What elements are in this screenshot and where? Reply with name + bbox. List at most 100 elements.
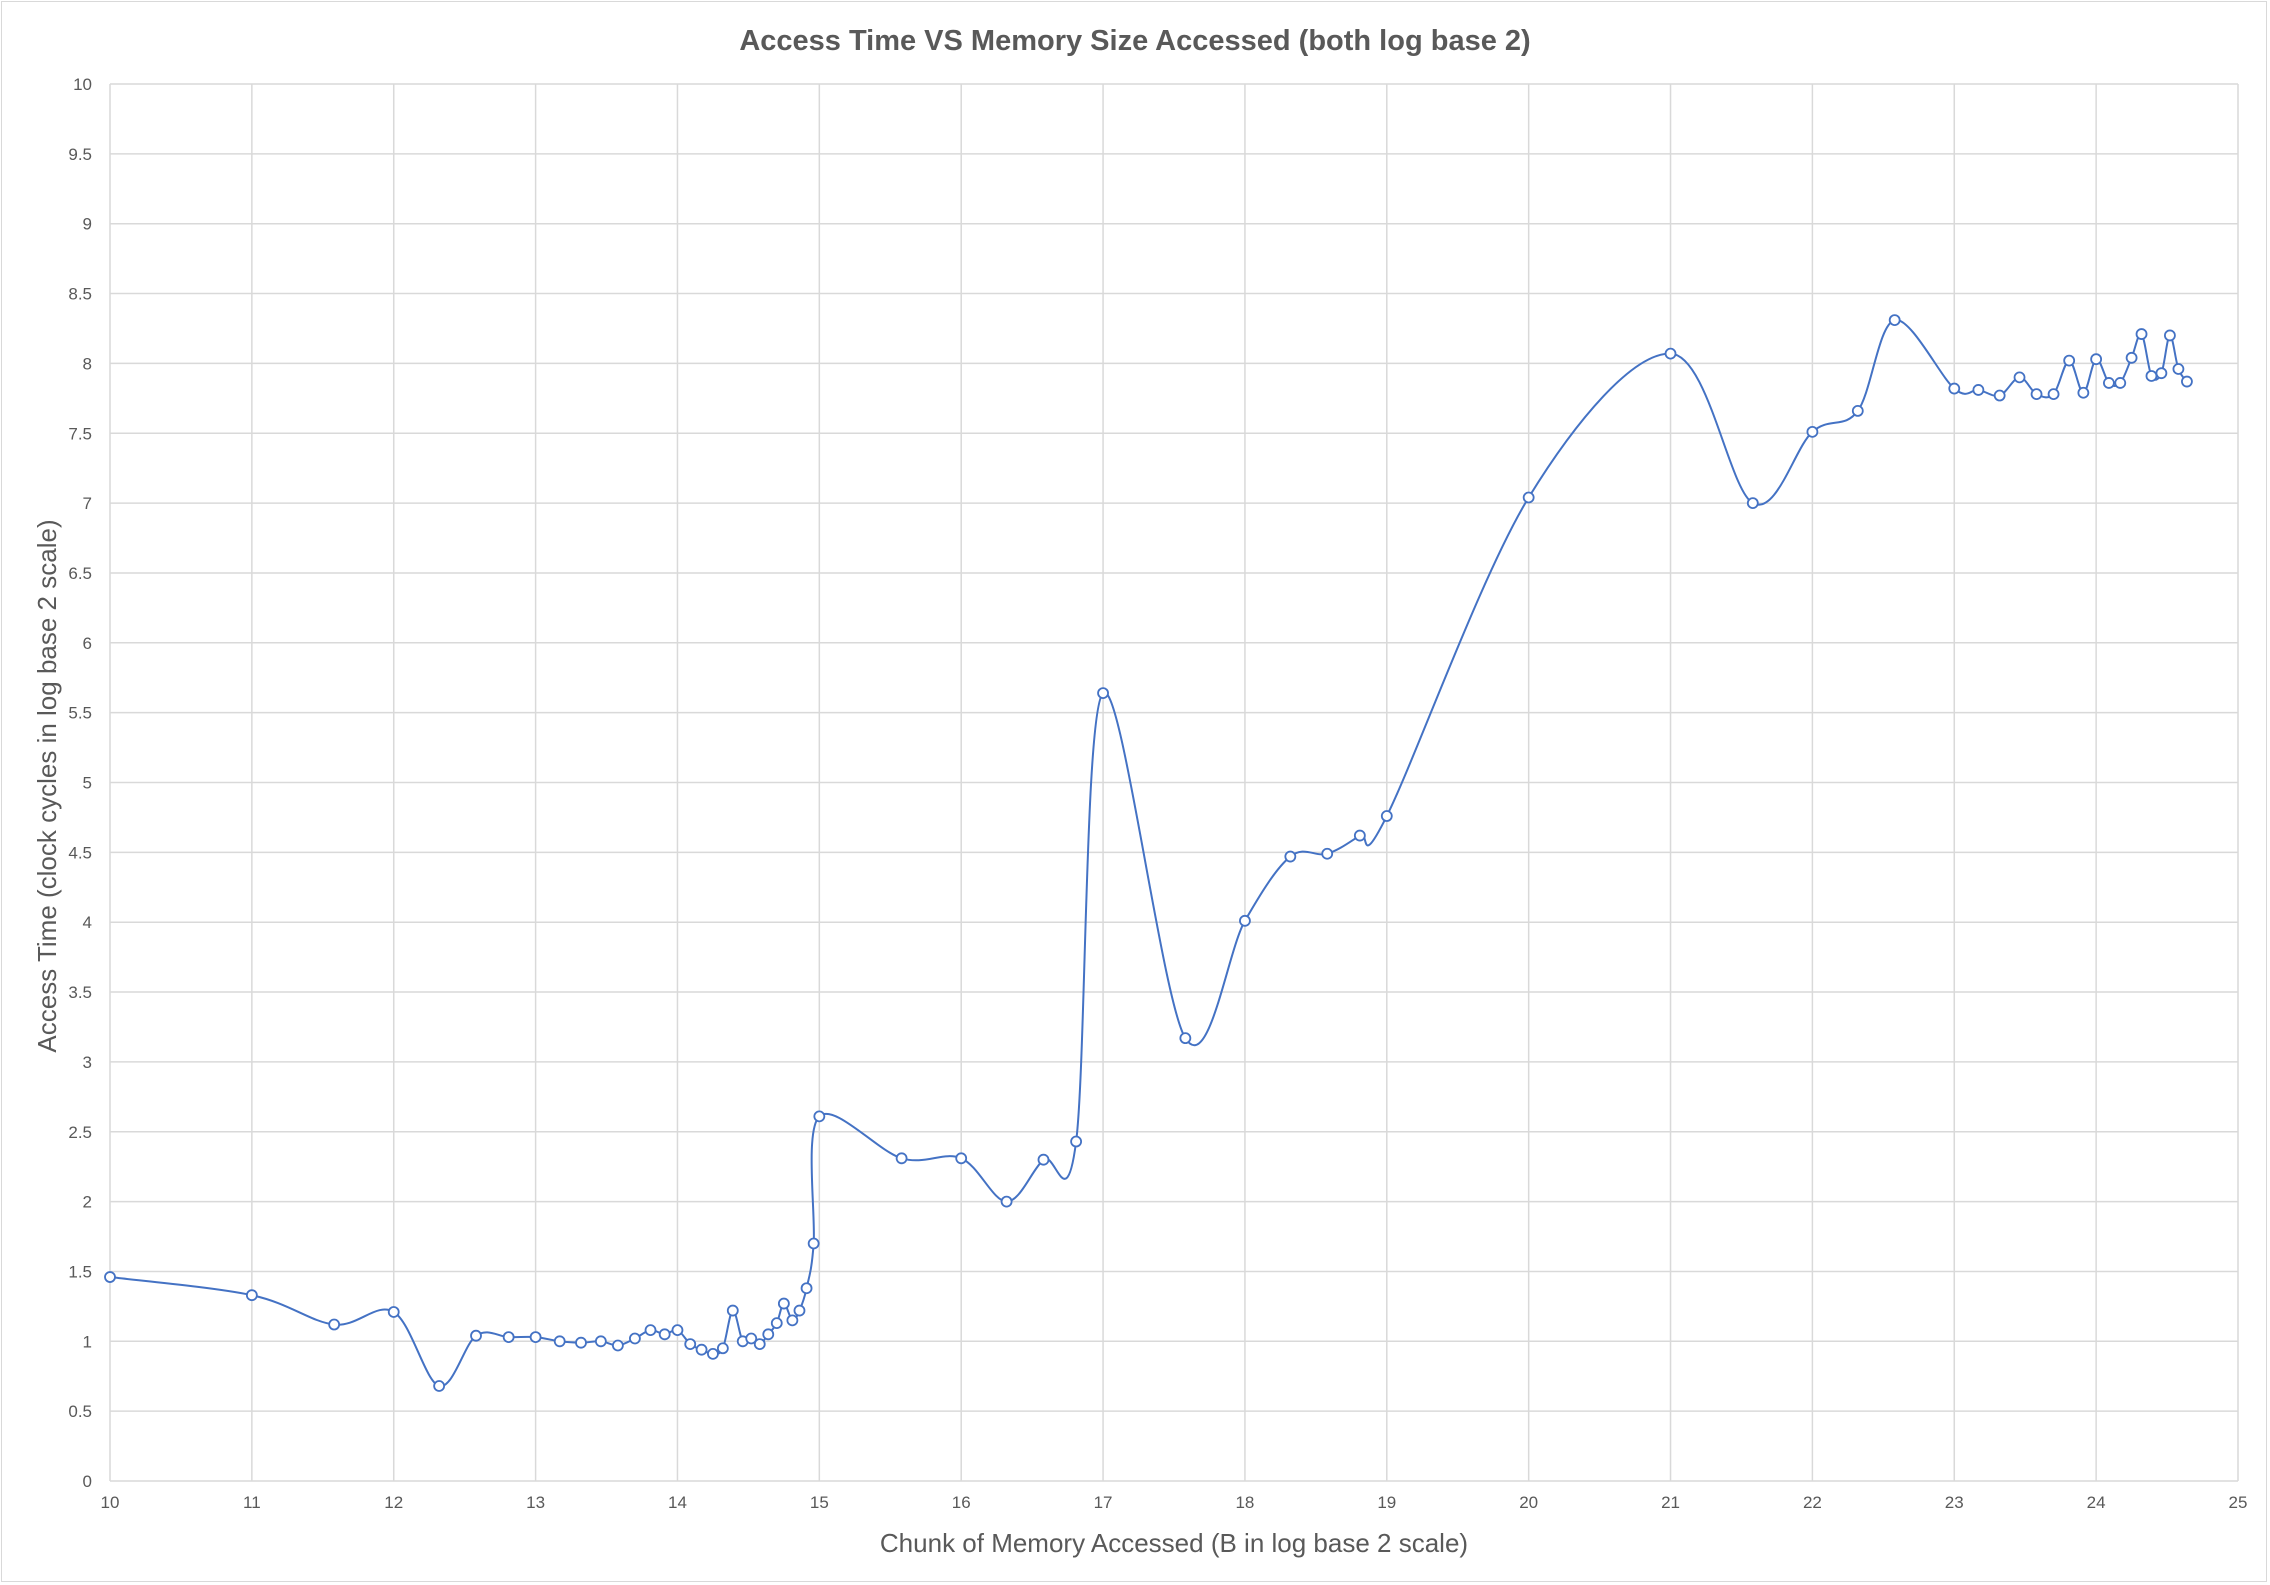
data-point [895, 1152, 908, 1165]
data-point [777, 1297, 790, 1310]
data-point [1806, 425, 1819, 438]
data-point [1851, 404, 1864, 417]
data-point [1522, 491, 1535, 504]
data-point [1948, 382, 1961, 395]
x-tick-label: 22 [1803, 1493, 1822, 1512]
data-point [1239, 914, 1251, 927]
x-tick-label: 17 [1094, 1493, 1113, 1512]
y-tick-label: 3.5 [68, 983, 92, 1002]
data-point [2164, 329, 2176, 342]
data-point [611, 1339, 624, 1352]
data-point [807, 1237, 820, 1250]
x-tick-label: 25 [2229, 1493, 2248, 1512]
data-point [2135, 328, 2148, 340]
y-tick-label: 2 [83, 1193, 92, 1212]
data-point [671, 1324, 684, 1337]
data-point [575, 1336, 587, 1349]
y-tick-label: 5.5 [68, 704, 92, 723]
y-tick-label: 8.5 [68, 285, 92, 304]
y-axis-title: Access Time (clock cycles in log base 2 … [32, 519, 62, 1052]
data-point [433, 1380, 446, 1392]
data-point [1321, 847, 1334, 860]
data-point [762, 1328, 775, 1341]
data-point [1380, 810, 1393, 822]
data-point [684, 1338, 697, 1350]
y-tick-label: 7.5 [68, 424, 92, 443]
data-point [629, 1332, 641, 1345]
data-point [813, 1110, 826, 1123]
gridlines [109, 83, 2239, 1482]
data-point [2172, 363, 2185, 375]
data-point [2125, 351, 2138, 364]
y-tick-label: 3 [83, 1053, 92, 1072]
x-tick-label: 10 [101, 1493, 120, 1512]
data-point [553, 1335, 566, 1348]
data-point [2155, 367, 2168, 380]
data-point [800, 1282, 813, 1295]
data-point [2030, 388, 2043, 401]
data-point [770, 1317, 783, 1330]
data-point [2090, 353, 2103, 366]
data-point [502, 1331, 515, 1344]
data-point [470, 1329, 482, 1342]
data-point [2114, 377, 2127, 389]
x-tick-label: 15 [810, 1493, 829, 1512]
data-point [658, 1328, 671, 1341]
data-point [695, 1343, 708, 1356]
series-layer [104, 314, 2193, 1392]
data-point [387, 1306, 400, 1318]
data-point [745, 1332, 758, 1345]
x-tick-label: 24 [2087, 1493, 2106, 1512]
y-tick-label: 0 [83, 1472, 92, 1491]
data-point [1664, 347, 1677, 360]
data-point [1972, 384, 1985, 396]
data-point [793, 1304, 806, 1317]
x-tick-label: 20 [1519, 1493, 1538, 1512]
data-point [753, 1338, 766, 1350]
data-point [594, 1335, 607, 1348]
data-point [1993, 389, 2006, 402]
data-point [726, 1304, 739, 1317]
data-point [955, 1152, 968, 1165]
y-tick-label: 2.5 [68, 1123, 92, 1142]
data-point [1179, 1032, 1192, 1045]
y-tick-label: 1 [83, 1332, 92, 1351]
y-tick-label: 9.5 [68, 145, 92, 164]
y-tick-label: 0.5 [68, 1402, 92, 1421]
data-point [1070, 1135, 1083, 1148]
data-point [2047, 388, 2060, 401]
x-axis-title: Chunk of Memory Accessed (B in log base … [880, 1528, 1468, 1558]
data-point [328, 1318, 341, 1331]
y-tick-label: 1.5 [68, 1262, 92, 1281]
x-tick-labels: 10 11 12 13 14 15 16 17 18 19 20 21 22 23 24 25 [101, 1493, 2248, 1512]
data-point [529, 1331, 542, 1344]
data-point [1097, 687, 1109, 699]
data-point [1000, 1195, 1013, 1208]
y-tick-label: 6.5 [68, 564, 92, 583]
data-point [2013, 371, 2026, 384]
y-tick-label: 10 [73, 75, 92, 94]
y-tick-label: 7 [83, 494, 92, 513]
data-point [1353, 829, 1366, 842]
data-point [1037, 1153, 1050, 1166]
data-point [716, 1342, 729, 1355]
x-tick-label: 21 [1661, 1493, 1680, 1512]
y-tick-label: 4.5 [68, 843, 92, 862]
data-point [707, 1347, 719, 1360]
data-point [245, 1289, 258, 1302]
data-point [1284, 850, 1297, 863]
x-tick-label: 16 [952, 1493, 971, 1512]
y-tick-label: 4 [83, 913, 92, 932]
data-point [2077, 386, 2090, 399]
data-point [2181, 375, 2193, 388]
data-point [2145, 370, 2158, 382]
y-tick-label: 9 [83, 215, 92, 234]
data-point [1746, 497, 1759, 510]
y-tick-label: 6 [83, 634, 92, 653]
x-tick-label: 23 [1945, 1493, 1964, 1512]
x-tick-label: 12 [384, 1493, 403, 1512]
data-point [2063, 354, 2076, 367]
chart-title: Access Time VS Memory Size Accessed (bot… [739, 25, 1530, 57]
